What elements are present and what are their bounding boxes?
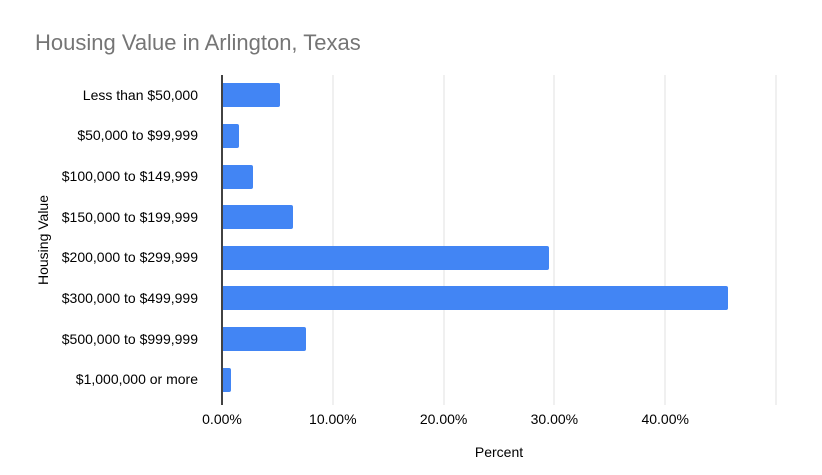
bar-4[interactable]: [223, 205, 293, 230]
bar-6[interactable]: [223, 286, 729, 311]
category-label-cell: $50,000 to $99,999: [0, 116, 198, 157]
bar-1[interactable]: [223, 83, 280, 108]
bars: [222, 75, 776, 400]
bar-7[interactable]: [223, 327, 307, 352]
x-tick-label: 20.00%: [419, 411, 468, 427]
chart-title: Housing Value in Arlington, Texas: [35, 30, 361, 55]
y-axis-baseline: [221, 75, 223, 405]
x-axis-tick-labels: 0.00% 10.00% 20.00% 30.00% 40.00%: [202, 411, 776, 429]
gridline: [775, 75, 777, 405]
x-tick-label: 30.00%: [530, 411, 579, 427]
gridline: [332, 75, 334, 405]
bar-2[interactable]: [223, 123, 239, 148]
bar-row: [222, 319, 776, 360]
bar-3[interactable]: [223, 164, 253, 189]
bar-5[interactable]: [223, 245, 549, 270]
category-label-cell: Less than $50,000: [0, 75, 198, 116]
bar-row: [222, 75, 776, 116]
bar-row: [222, 156, 776, 197]
category-label: $100,000 to $149,999: [61, 168, 198, 185]
bar-row: [222, 116, 776, 157]
bar-row: [222, 278, 776, 319]
category-label: $300,000 to $499,999: [61, 289, 198, 306]
category-label-cell: $100,000 to $149,999: [0, 156, 198, 197]
x-tick-label: 40.00%: [641, 411, 689, 427]
category-label: $1,000,000 or more: [75, 371, 198, 388]
gridline: [553, 75, 555, 405]
bar-row: [222, 238, 776, 279]
category-label: $150,000 to $199,999: [61, 208, 198, 225]
x-tick-label: 0.00%: [202, 411, 242, 427]
plot-area: [221, 75, 777, 405]
y-axis-category-labels: Less than $50,000 $50,000 to $99,999 $100,…: [0, 75, 210, 400]
x-axis-title: Percent: [474, 444, 524, 460]
gridline: [664, 75, 666, 405]
bar-8[interactable]: [223, 367, 231, 392]
category-label-cell: $1,000,000 or more: [0, 359, 198, 400]
category-label-cell: $500,000 to $999,999: [0, 319, 198, 360]
gridline: [443, 75, 445, 405]
bar-row: [222, 359, 776, 400]
category-label-cell: $200,000 to $299,999: [0, 238, 198, 279]
bar-row: [222, 197, 776, 238]
category-label: $200,000 to $299,999: [61, 249, 198, 266]
category-label-cell: $300,000 to $499,999: [0, 278, 198, 319]
category-label: $50,000 to $99,999: [77, 127, 198, 144]
x-tick-label: 10.00%: [309, 411, 357, 427]
category-label: $500,000 to $999,999: [61, 330, 198, 347]
category-label: Less than $50,000: [82, 86, 198, 103]
category-label-cell: $150,000 to $199,999: [0, 197, 198, 238]
